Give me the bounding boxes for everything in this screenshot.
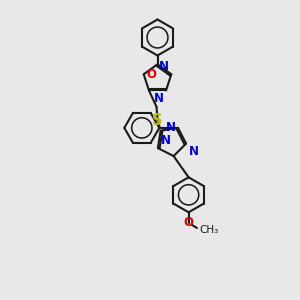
Text: N: N (189, 145, 199, 158)
Text: O: O (184, 216, 194, 229)
Text: N: N (159, 60, 169, 73)
Text: CH₃: CH₃ (200, 225, 219, 235)
Text: N: N (154, 92, 164, 105)
Text: N: N (166, 122, 176, 134)
Text: S: S (152, 113, 163, 128)
Text: N: N (160, 134, 170, 147)
Text: O: O (147, 68, 157, 81)
